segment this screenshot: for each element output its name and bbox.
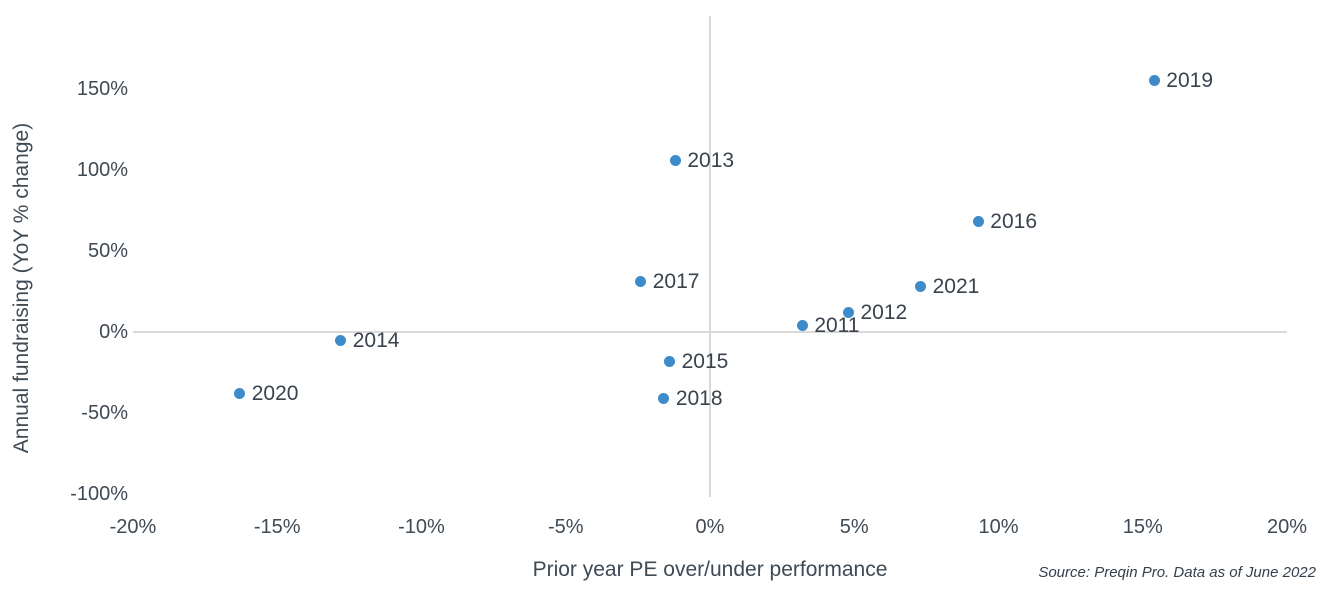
data-point: [972, 216, 984, 228]
data-point-label: 2017: [652, 270, 700, 294]
data-point: [664, 355, 676, 367]
x-axis-tick-label: 0%: [695, 516, 725, 538]
x-axis-tick-label: -5%: [547, 516, 584, 538]
x-axis-tick-label: 5%: [839, 516, 869, 538]
y-axis-tick-label: 0%: [99, 321, 128, 343]
data-point: [335, 334, 347, 346]
data-point: [915, 281, 927, 293]
x-axis-tick-label: 10%: [978, 516, 1019, 538]
y-axis-line: [709, 16, 711, 498]
x-axis-tick-label: 15%: [1122, 516, 1163, 538]
y-axis-tick-label: -100%: [70, 483, 128, 505]
data-point: [796, 320, 808, 332]
y-axis-tick-label: 50%: [87, 240, 128, 262]
data-point-label: 2021: [932, 275, 980, 299]
data-point-label: 2013: [687, 148, 735, 172]
data-point-label: 2012: [860, 301, 908, 325]
data-point-label: 2011: [814, 314, 860, 338]
data-point-label: 2018: [675, 386, 723, 410]
y-axis-tick-label: 100%: [76, 159, 128, 181]
data-point: [234, 388, 246, 400]
data-point: [842, 307, 854, 319]
x-axis-title: Prior year PE over/under performance: [532, 558, 888, 581]
data-point: [669, 154, 681, 166]
x-axis-tick-label: -20%: [109, 516, 157, 538]
y-axis-tick-label: -50%: [81, 402, 128, 424]
data-point: [635, 276, 647, 288]
x-axis-tick-label: -15%: [253, 516, 301, 538]
y-axis-tick-label: 150%: [76, 78, 128, 100]
data-point-label: 2020: [251, 382, 299, 406]
source-note: Source: Preqin Pro. Data as of June 2022: [1038, 564, 1316, 581]
x-axis-tick-label: -10%: [398, 516, 445, 538]
data-point-label: 2014: [352, 328, 400, 352]
data-point-label: 2019: [1166, 69, 1213, 93]
data-point-label: 2016: [990, 210, 1038, 234]
x-axis-tick-label: 20%: [1266, 516, 1308, 538]
data-point-label: 2015: [681, 349, 729, 373]
data-point: [658, 392, 670, 404]
data-point: [1148, 75, 1160, 87]
